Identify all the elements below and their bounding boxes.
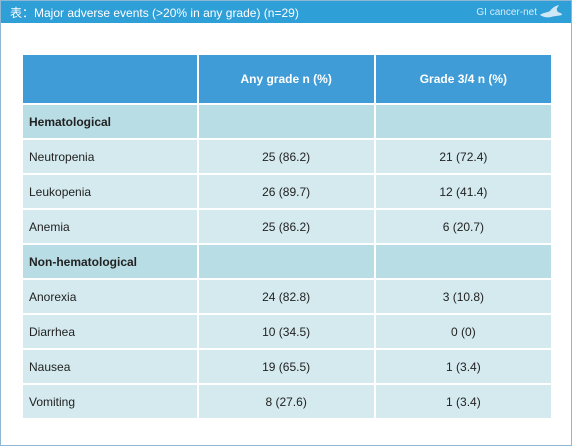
bird-logo-icon — [540, 5, 562, 18]
any-grade-value: 26 (89.7) — [196, 173, 376, 210]
table-row: Neutropenia 25 (86.2) 21 (72.4) — [21, 138, 554, 175]
table-row: Nausea 19 (65.5) 1 (3.4) — [21, 348, 554, 385]
section-row-non-hematological: Non-hematological — [21, 243, 554, 280]
any-grade-value: 19 (65.5) — [196, 348, 376, 385]
table-row: Anemia 25 (86.2) 6 (20.7) — [21, 208, 554, 245]
row-label: Nausea — [21, 348, 199, 385]
figure-title: 表：Major adverse events (>20% in any grad… — [10, 5, 299, 20]
row-label: Anorexia — [21, 278, 199, 315]
row-label: Neutropenia — [21, 138, 199, 175]
any-grade-value: 24 (82.8) — [196, 278, 376, 315]
grade-3-4-value: 0 (0) — [373, 313, 554, 350]
table-row: Diarrhea 10 (34.5) 0 (0) — [21, 313, 554, 350]
grade-3-4-value: 12 (41.4) — [373, 173, 554, 210]
header-cell-any-grade: Any grade n (%) — [196, 53, 376, 105]
table-row: Leukopenia 26 (89.7) 12 (41.4) — [21, 173, 554, 210]
section-label: Hematological — [21, 103, 199, 140]
grade-3-4-value: 1 (3.4) — [373, 348, 554, 385]
any-grade-value: 25 (86.2) — [196, 138, 376, 175]
section-label: Non-hematological — [21, 243, 199, 280]
grade-3-4-value: 6 (20.7) — [373, 208, 554, 245]
brand-logo: GI cancer-net — [476, 4, 563, 20]
row-label: Anemia — [21, 208, 199, 245]
grade-3-4-value: 1 (3.4) — [373, 383, 554, 420]
header-row: Any grade n (%) Grade 3/4 n (%) — [21, 53, 554, 105]
section-row-hematological: Hematological — [21, 103, 554, 140]
any-grade-value: 10 (34.5) — [196, 313, 376, 350]
grade-3-4-value: 3 (10.8) — [373, 278, 554, 315]
row-label: Diarrhea — [21, 313, 199, 350]
header-cell-label — [21, 53, 199, 105]
grade-3-4-value: 21 (72.4) — [373, 138, 554, 175]
any-grade-value: 25 (86.2) — [196, 208, 376, 245]
title-bar: 表：Major adverse events (>20% in any grad… — [1, 1, 571, 23]
brand-text: GI cancer-net — [476, 6, 537, 18]
row-label: Leukopenia — [21, 173, 199, 210]
row-label: Vomiting — [21, 383, 199, 420]
any-grade-value: 8 (27.6) — [196, 383, 376, 420]
table-row: Vomiting 8 (27.6) 1 (3.4) — [21, 383, 554, 420]
table-row: Anorexia 24 (82.8) 3 (10.8) — [21, 278, 554, 315]
adverse-events-table: Any grade n (%) Grade 3/4 n (%) Hematolo… — [21, 53, 554, 420]
header-cell-grade-3-4: Grade 3/4 n (%) — [373, 53, 554, 105]
